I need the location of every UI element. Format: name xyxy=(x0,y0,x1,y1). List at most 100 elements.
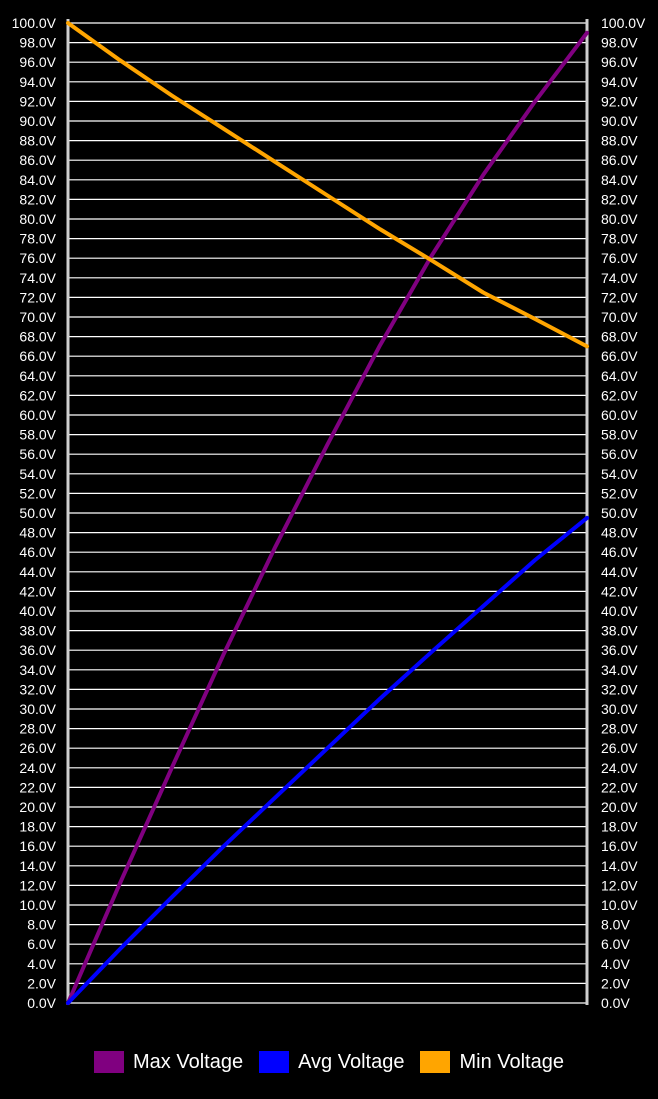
y-tick-label-left: 2.0V xyxy=(27,975,56,991)
voltage-line-chart: 0.0V 2.0V 4.0V 6.0V 8.0V 10.0V 12.0V 14.0V 16.0V… xyxy=(12,15,646,1011)
series-line-avg-voltage xyxy=(66,515,589,1005)
y-tick-label-left: 70.0V xyxy=(19,309,56,325)
y-tick-label-left: 34.0V xyxy=(19,662,56,678)
y-tick-label-left: 32.0V xyxy=(19,681,56,697)
legend-swatch xyxy=(420,1051,451,1073)
y-tick-label-left: 48.0V xyxy=(19,525,56,541)
axes xyxy=(66,19,589,1005)
y-tick-label-left: 10.0V xyxy=(19,897,56,913)
y-tick-label-left: 18.0V xyxy=(19,819,56,835)
series-line-max-voltage xyxy=(66,30,589,1005)
y-tick-label-left: 16.0V xyxy=(19,838,56,854)
y-tick-label-right: 86.0V xyxy=(601,152,638,168)
legend-item-min-voltage: Min Voltage xyxy=(420,1051,564,1074)
y-tick-label-right: 64.0V xyxy=(601,368,638,384)
legend-label: Max Voltage xyxy=(133,1050,244,1073)
y-tick-label-left: 80.0V xyxy=(19,211,56,227)
y-tick-label-right: 40.0V xyxy=(601,603,638,619)
y-tick-label-right: 34.0V xyxy=(601,662,638,678)
y-tick-label-right: 30.0V xyxy=(601,701,638,717)
y-tick-label-right: 52.0V xyxy=(601,485,638,501)
y-tick-label-right: 22.0V xyxy=(601,779,638,795)
y-tick-label-right: 88.0V xyxy=(601,133,638,149)
y-tick-label-right: 56.0V xyxy=(601,446,638,462)
y-tick-label-right: 60.0V xyxy=(601,407,638,423)
y-tick-label-left: 28.0V xyxy=(19,721,56,737)
y-tick-label-left: 4.0V xyxy=(27,956,56,972)
y-tick-label-left: 78.0V xyxy=(19,231,56,247)
y-tick-label-left: 24.0V xyxy=(19,760,56,776)
y-tick-label-right: 28.0V xyxy=(601,721,638,737)
y-tick-label-left: 64.0V xyxy=(19,368,56,384)
y-tick-label-left: 68.0V xyxy=(19,329,56,345)
y-tick-label-right: 36.0V xyxy=(601,642,638,658)
y-tick-label-left: 54.0V xyxy=(19,466,56,482)
y-tick-label-left: 72.0V xyxy=(19,289,56,305)
legend-label: Min Voltage xyxy=(459,1050,564,1073)
y-tick-label-right: 76.0V xyxy=(601,250,638,266)
y-tick-label-right: 54.0V xyxy=(601,466,638,482)
y-tick-label-right: 26.0V xyxy=(601,740,638,756)
y-tick-label-left: 38.0V xyxy=(19,623,56,639)
y-tick-label-right: 68.0V xyxy=(601,329,638,345)
y-tick-label-left: 98.0V xyxy=(19,35,56,51)
y-tick-label-right: 98.0V xyxy=(601,35,638,51)
y-tick-label-right: 84.0V xyxy=(601,172,638,188)
y-tick-label-right: 46.0V xyxy=(601,544,638,560)
y-tick-label-right: 80.0V xyxy=(601,211,638,227)
y-tick-label-right: 96.0V xyxy=(601,54,638,70)
y-tick-label-right: 70.0V xyxy=(601,309,638,325)
legend-item-avg-voltage: Avg Voltage xyxy=(259,1051,404,1074)
series-lines xyxy=(66,21,589,1005)
y-tick-label-left: 76.0V xyxy=(19,250,56,266)
y-tick-label-left: 36.0V xyxy=(19,642,56,658)
y-tick-label-right: 4.0V xyxy=(601,956,630,972)
y-tick-label-left: 74.0V xyxy=(19,270,56,286)
y-tick-label-left: 22.0V xyxy=(19,779,56,795)
y-tick-label-right: 78.0V xyxy=(601,231,638,247)
y-tick-label-right: 72.0V xyxy=(601,289,638,305)
left-y-axis-ticks: 0.0V 2.0V 4.0V 6.0V 8.0V 10.0V 12.0V 14.0V 16.0V… xyxy=(12,15,57,1011)
y-tick-label-left: 84.0V xyxy=(19,172,56,188)
y-tick-label-left: 96.0V xyxy=(19,54,56,70)
y-tick-label-right: 38.0V xyxy=(601,623,638,639)
y-tick-label-left: 100.0V xyxy=(12,15,57,31)
right-y-axis-ticks: 0.0V 2.0V 4.0V 6.0V 8.0V 10.0V 12.0V 14.0V 16.0V… xyxy=(601,15,646,1011)
y-tick-label-right: 44.0V xyxy=(601,564,638,580)
y-tick-label-left: 12.0V xyxy=(19,877,56,893)
y-tick-label-left: 62.0V xyxy=(19,387,56,403)
y-tick-label-right: 48.0V xyxy=(601,525,638,541)
y-tick-label-right: 12.0V xyxy=(601,877,638,893)
legend-item-max-voltage: Max Voltage xyxy=(94,1051,243,1074)
y-tick-label-left: 46.0V xyxy=(19,544,56,560)
y-tick-label-right: 6.0V xyxy=(601,936,630,952)
y-tick-label-right: 100.0V xyxy=(601,15,646,31)
y-tick-label-left: 44.0V xyxy=(19,564,56,580)
y-tick-label-left: 26.0V xyxy=(19,740,56,756)
y-tick-label-left: 6.0V xyxy=(27,936,56,952)
y-tick-label-left: 86.0V xyxy=(19,152,56,168)
y-tick-label-right: 74.0V xyxy=(601,270,638,286)
y-tick-label-right: 8.0V xyxy=(601,917,630,933)
y-tick-label-right: 90.0V xyxy=(601,113,638,129)
y-tick-label-left: 90.0V xyxy=(19,113,56,129)
y-tick-label-right: 2.0V xyxy=(601,975,630,991)
y-tick-label-left: 0.0V xyxy=(27,995,56,1011)
y-tick-label-left: 58.0V xyxy=(19,427,56,443)
legend-swatch xyxy=(259,1051,290,1073)
y-tick-label-left: 50.0V xyxy=(19,505,56,521)
y-tick-label-left: 66.0V xyxy=(19,348,56,364)
y-tick-label-right: 10.0V xyxy=(601,897,638,913)
y-tick-label-left: 94.0V xyxy=(19,74,56,90)
y-tick-label-right: 18.0V xyxy=(601,819,638,835)
y-tick-label-left: 92.0V xyxy=(19,93,56,109)
y-tick-label-right: 42.0V xyxy=(601,583,638,599)
y-tick-label-left: 88.0V xyxy=(19,133,56,149)
y-tick-label-left: 14.0V xyxy=(19,858,56,874)
y-tick-label-left: 82.0V xyxy=(19,191,56,207)
y-tick-label-left: 52.0V xyxy=(19,485,56,501)
y-tick-label-right: 58.0V xyxy=(601,427,638,443)
grid-lines xyxy=(68,22,587,1004)
y-tick-label-right: 50.0V xyxy=(601,505,638,521)
y-tick-label-right: 82.0V xyxy=(601,191,638,207)
